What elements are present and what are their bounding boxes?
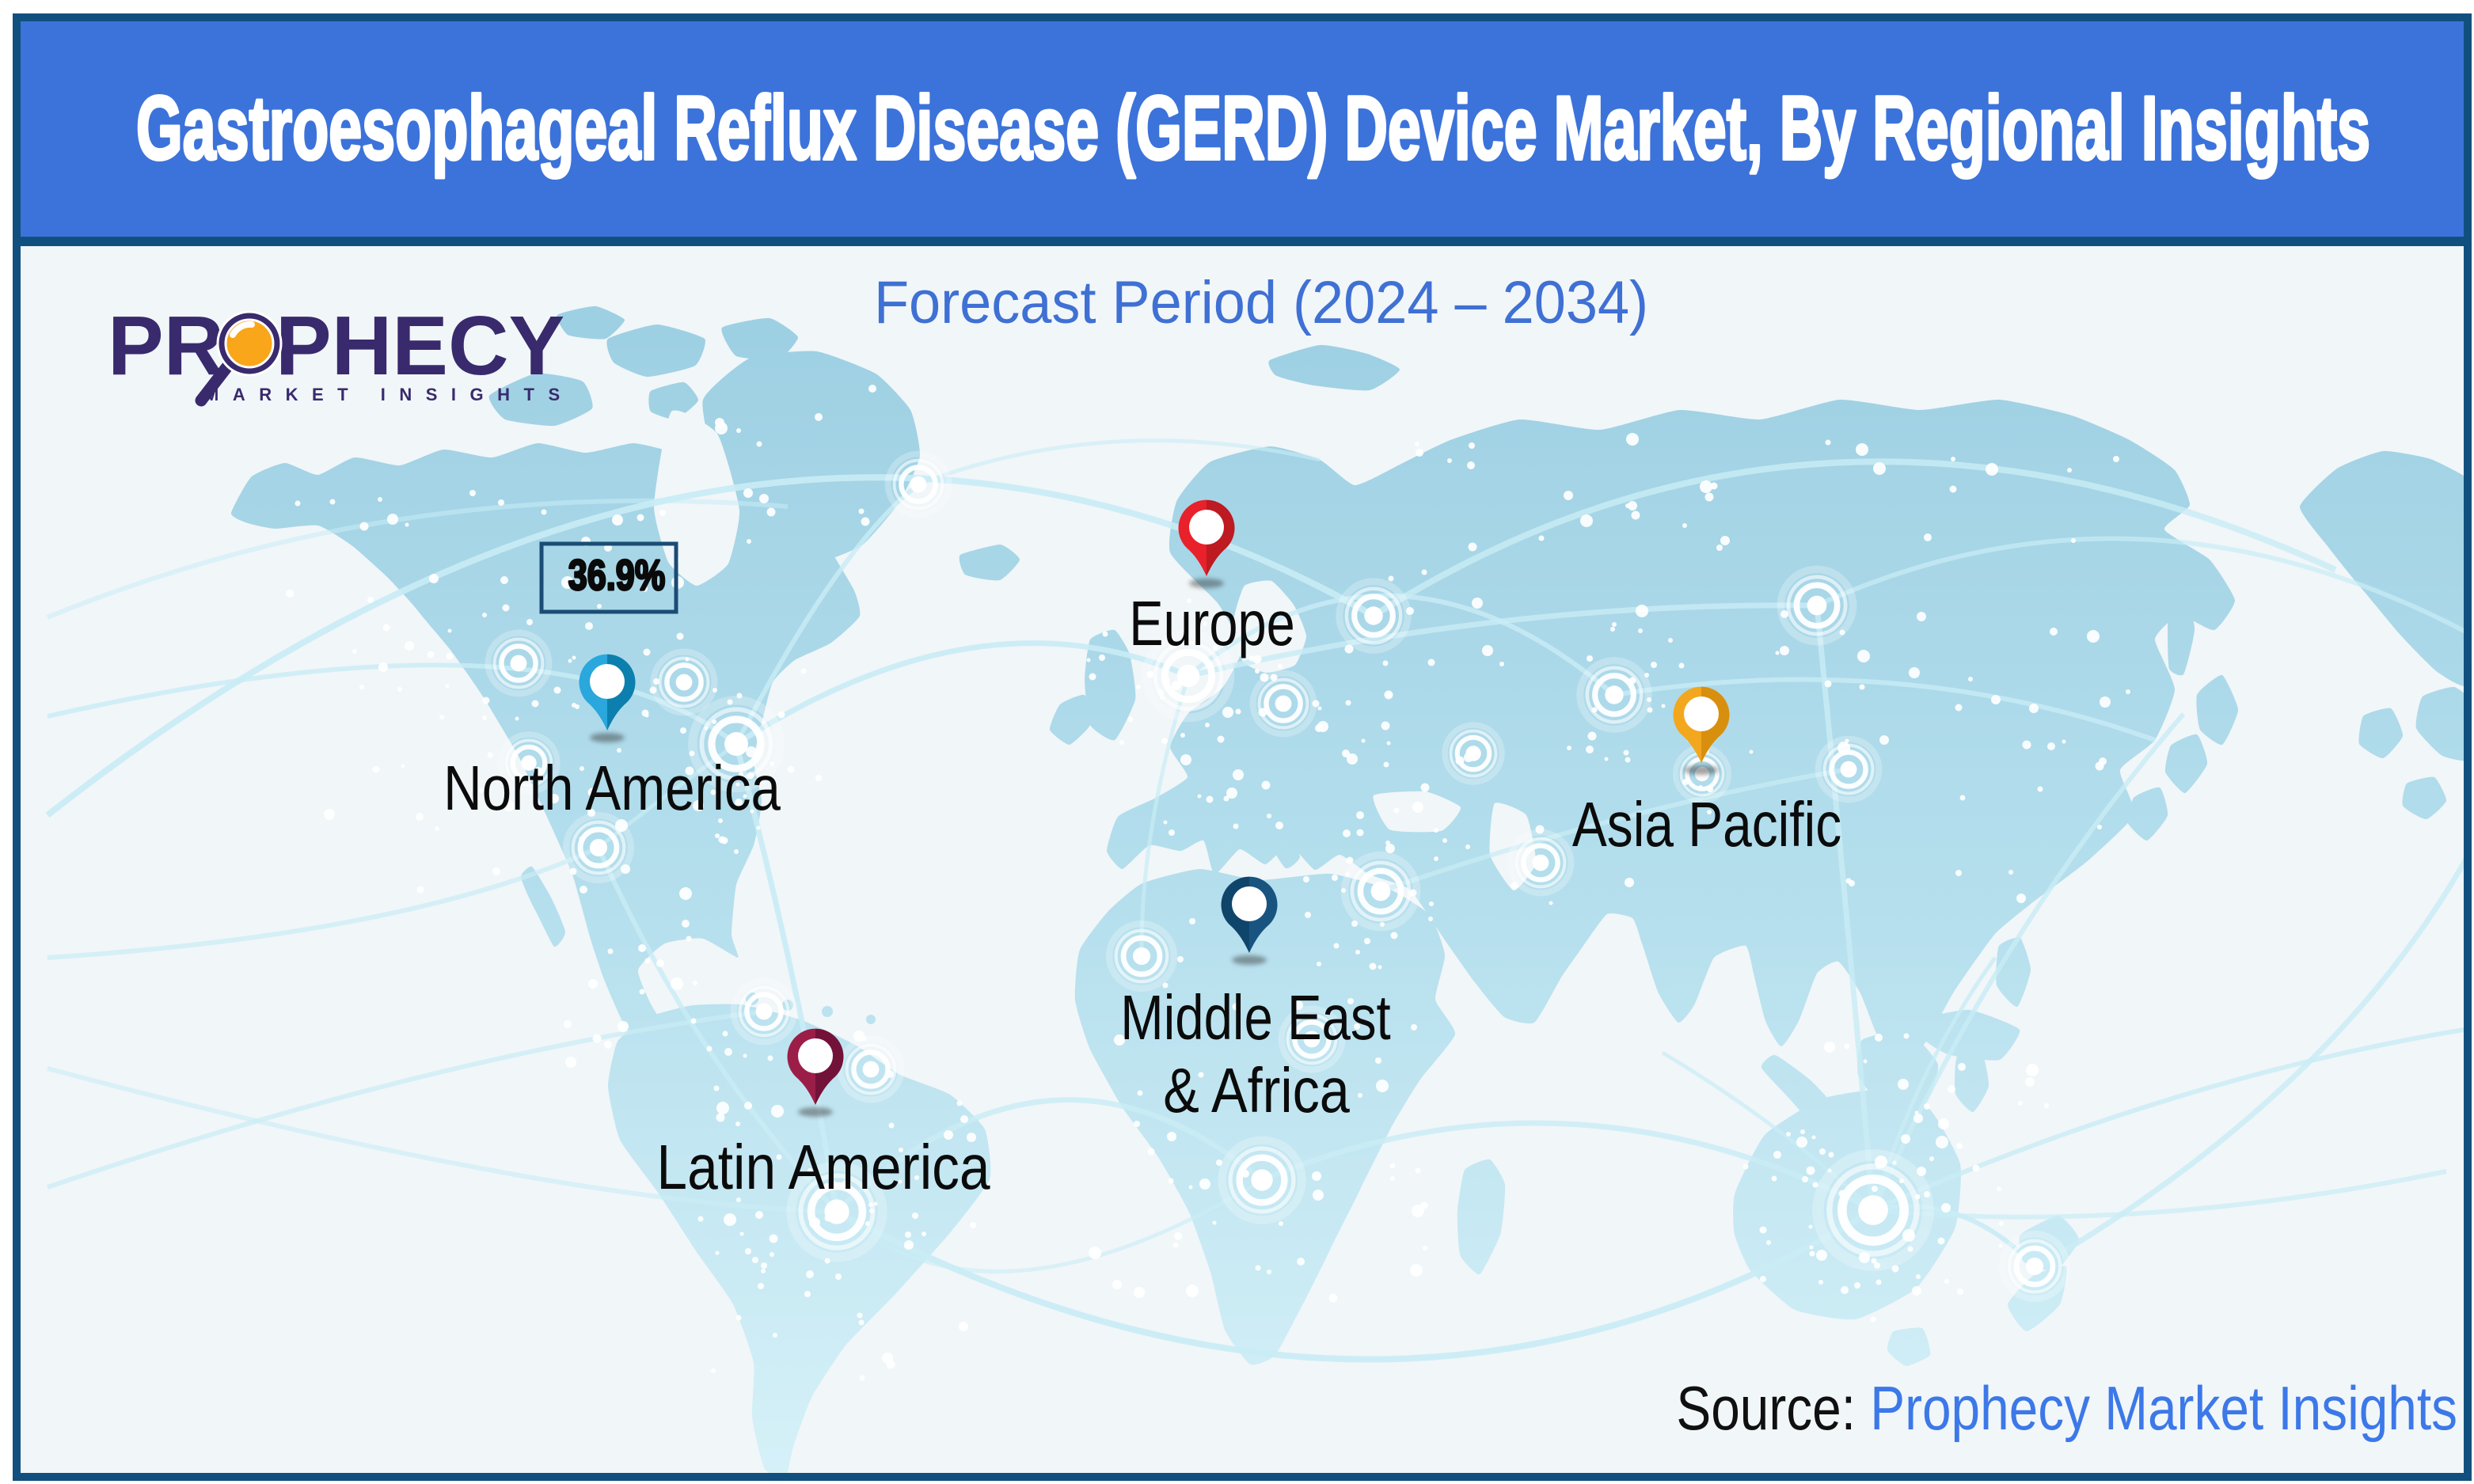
svg-text:PR: PR — [108, 299, 224, 393]
svg-text:MARKET INSIGHTS: MARKET INSIGHTS — [204, 385, 574, 404]
svg-text:& Africa: & Africa — [1163, 1055, 1350, 1125]
svg-text:Latin America: Latin America — [656, 1131, 990, 1202]
svg-text:Middle East: Middle East — [1120, 983, 1390, 1053]
svg-text:Asia Pacific: Asia Pacific — [1572, 789, 1841, 860]
svg-text:36.9%: 36.9% — [568, 552, 665, 600]
svg-text:PHECY: PHECY — [276, 299, 564, 393]
svg-text:Europe: Europe — [1129, 589, 1294, 659]
svg-text:North America: North America — [443, 752, 781, 823]
svg-text:Gastroesophageal Reflux Diseas: Gastroesophageal Reflux Disease (GERD) D… — [136, 78, 2370, 178]
svg-text:Source: Prophecy Market Insigh: Source: Prophecy Market Insights — [1676, 1375, 2457, 1444]
svg-text:Forecast Period (2024 – 2034): Forecast Period (2024 – 2034) — [874, 268, 1648, 336]
